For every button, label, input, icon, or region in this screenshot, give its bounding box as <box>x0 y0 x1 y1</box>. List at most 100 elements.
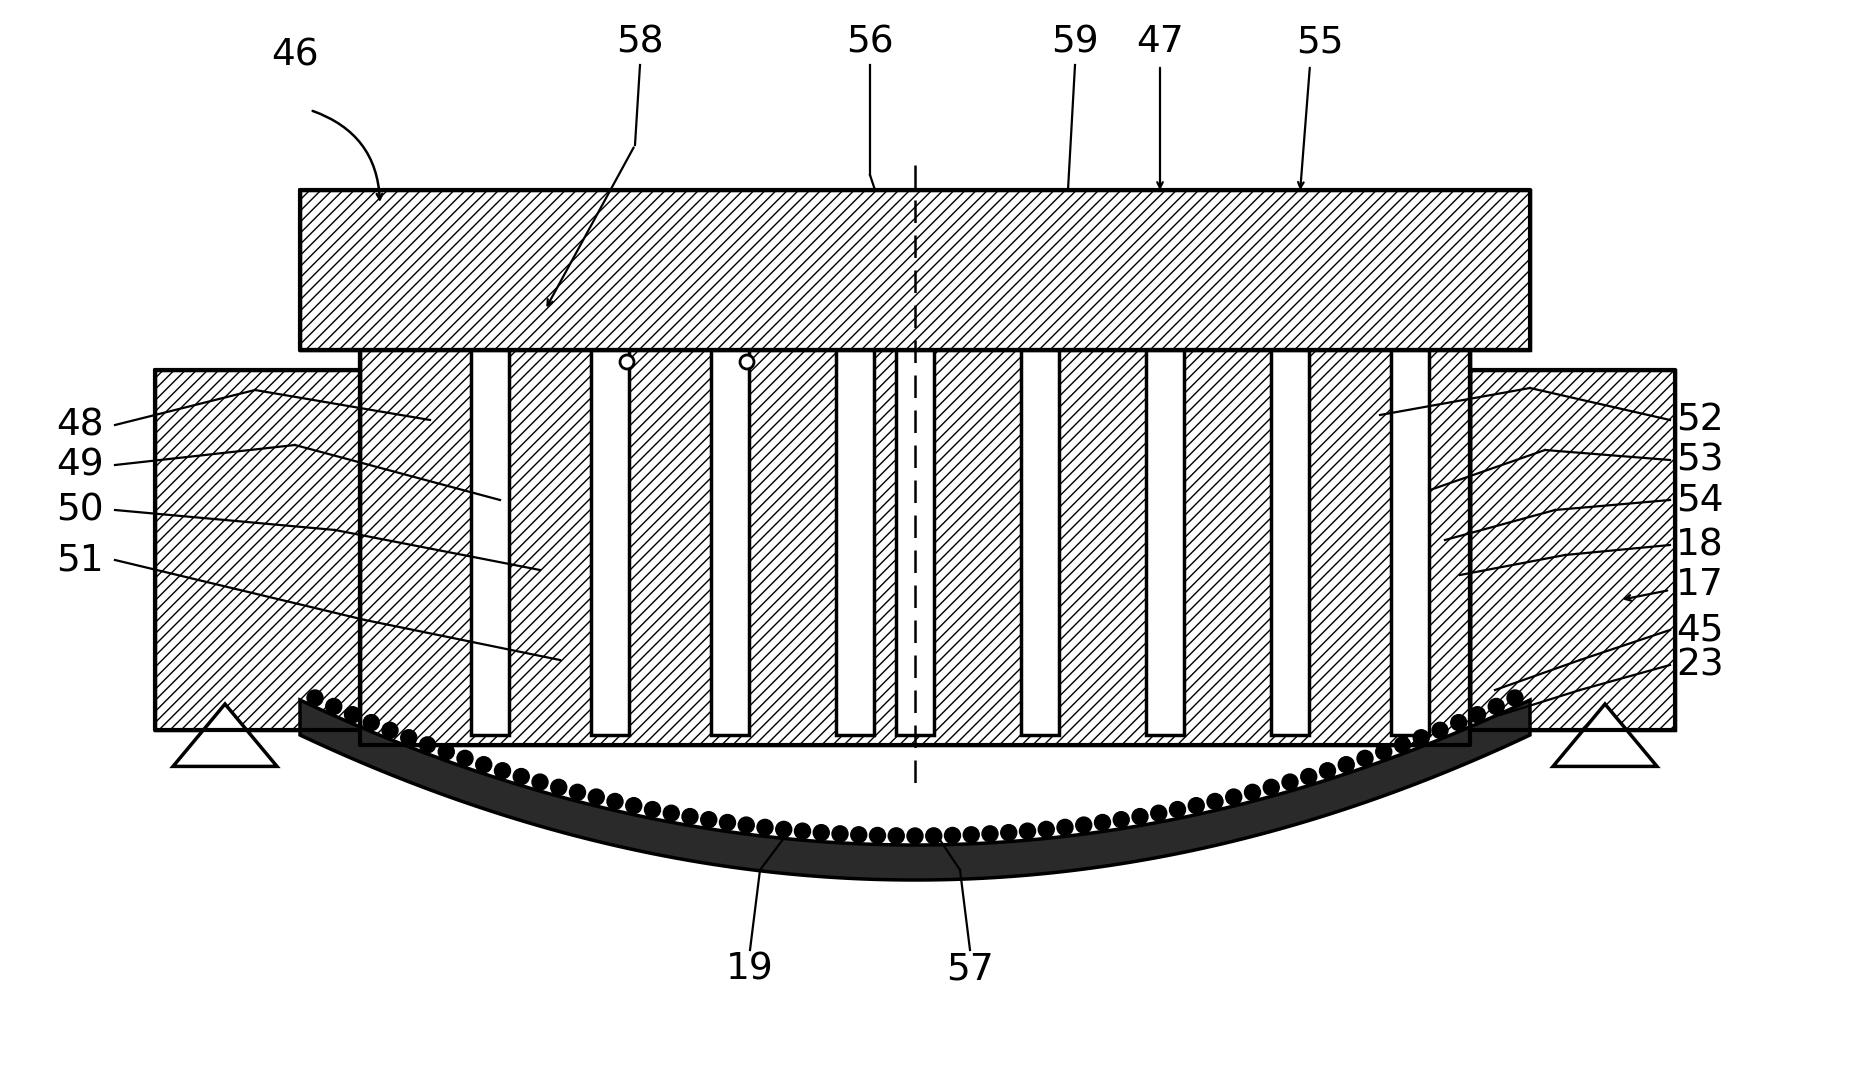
Circle shape <box>514 768 529 784</box>
Circle shape <box>1224 789 1241 805</box>
Text: 58: 58 <box>616 24 664 60</box>
Circle shape <box>740 355 753 369</box>
Text: 59: 59 <box>1050 24 1098 60</box>
Circle shape <box>1245 784 1260 800</box>
Circle shape <box>1412 730 1428 746</box>
Bar <box>835 350 874 735</box>
Text: 51: 51 <box>56 542 104 578</box>
Circle shape <box>620 355 634 369</box>
Circle shape <box>1263 779 1278 795</box>
Circle shape <box>963 827 979 843</box>
Circle shape <box>850 827 866 843</box>
Circle shape <box>1113 812 1128 828</box>
Circle shape <box>438 744 454 760</box>
Circle shape <box>1187 797 1204 813</box>
Circle shape <box>382 722 397 738</box>
Bar <box>156 370 360 730</box>
Circle shape <box>681 809 697 825</box>
Bar <box>1389 350 1428 735</box>
Polygon shape <box>1553 704 1657 766</box>
Circle shape <box>794 823 811 839</box>
Text: 23: 23 <box>1675 647 1723 683</box>
Text: 57: 57 <box>946 952 992 988</box>
Circle shape <box>1282 774 1297 790</box>
Circle shape <box>345 706 360 722</box>
Text: 47: 47 <box>1135 24 1183 60</box>
Circle shape <box>720 814 735 830</box>
Circle shape <box>1375 744 1391 760</box>
Circle shape <box>532 774 547 790</box>
Polygon shape <box>173 704 276 766</box>
Circle shape <box>551 779 566 795</box>
Circle shape <box>1169 801 1185 817</box>
Text: 46: 46 <box>271 37 319 73</box>
Text: 55: 55 <box>1295 24 1343 60</box>
Circle shape <box>1300 768 1315 784</box>
Bar <box>301 190 1529 350</box>
Circle shape <box>1094 814 1109 830</box>
Text: 52: 52 <box>1675 402 1723 438</box>
Bar <box>471 350 508 735</box>
Circle shape <box>812 825 829 841</box>
Circle shape <box>981 826 998 842</box>
Circle shape <box>419 737 436 753</box>
Bar <box>710 350 749 735</box>
Text: 49: 49 <box>56 447 104 483</box>
Circle shape <box>1018 823 1035 839</box>
Circle shape <box>662 806 679 821</box>
Text: 17: 17 <box>1675 567 1723 603</box>
Circle shape <box>588 789 605 805</box>
Circle shape <box>625 797 642 813</box>
Circle shape <box>306 690 323 706</box>
Circle shape <box>644 801 660 817</box>
Circle shape <box>607 794 623 810</box>
Circle shape <box>1488 699 1503 715</box>
Circle shape <box>1319 763 1336 779</box>
Bar <box>1271 350 1308 735</box>
Text: 56: 56 <box>846 24 894 60</box>
Circle shape <box>775 822 792 838</box>
Circle shape <box>1057 820 1072 836</box>
Circle shape <box>1037 822 1054 838</box>
Circle shape <box>926 828 940 844</box>
Text: 19: 19 <box>725 952 774 988</box>
Text: 48: 48 <box>56 407 104 443</box>
Circle shape <box>944 827 961 843</box>
Circle shape <box>1432 722 1447 738</box>
Bar <box>590 350 629 735</box>
Text: 53: 53 <box>1675 442 1723 478</box>
Circle shape <box>1132 809 1148 825</box>
Bar <box>1469 370 1673 730</box>
Circle shape <box>1337 756 1354 773</box>
Text: 54: 54 <box>1675 482 1723 518</box>
Circle shape <box>569 784 584 800</box>
Circle shape <box>456 750 473 766</box>
Circle shape <box>868 827 885 843</box>
Circle shape <box>493 763 510 779</box>
Bar <box>1020 350 1059 735</box>
Text: 18: 18 <box>1675 528 1723 563</box>
Circle shape <box>757 820 772 836</box>
Circle shape <box>1150 806 1167 821</box>
Text: 50: 50 <box>56 492 104 528</box>
Circle shape <box>1076 817 1091 834</box>
Circle shape <box>701 812 716 828</box>
Bar <box>1145 350 1183 735</box>
Circle shape <box>364 715 378 731</box>
Circle shape <box>326 699 341 715</box>
Circle shape <box>1000 825 1017 841</box>
Circle shape <box>1469 706 1484 722</box>
Circle shape <box>831 826 848 842</box>
Bar <box>360 350 1469 745</box>
Polygon shape <box>301 700 1529 880</box>
Circle shape <box>1506 690 1523 706</box>
Bar <box>896 350 933 735</box>
Circle shape <box>738 817 753 834</box>
Circle shape <box>401 730 417 746</box>
Circle shape <box>1356 750 1373 766</box>
Circle shape <box>1393 737 1410 753</box>
Circle shape <box>1206 794 1222 810</box>
Circle shape <box>475 756 492 773</box>
Circle shape <box>907 828 922 844</box>
Text: 45: 45 <box>1675 612 1723 648</box>
